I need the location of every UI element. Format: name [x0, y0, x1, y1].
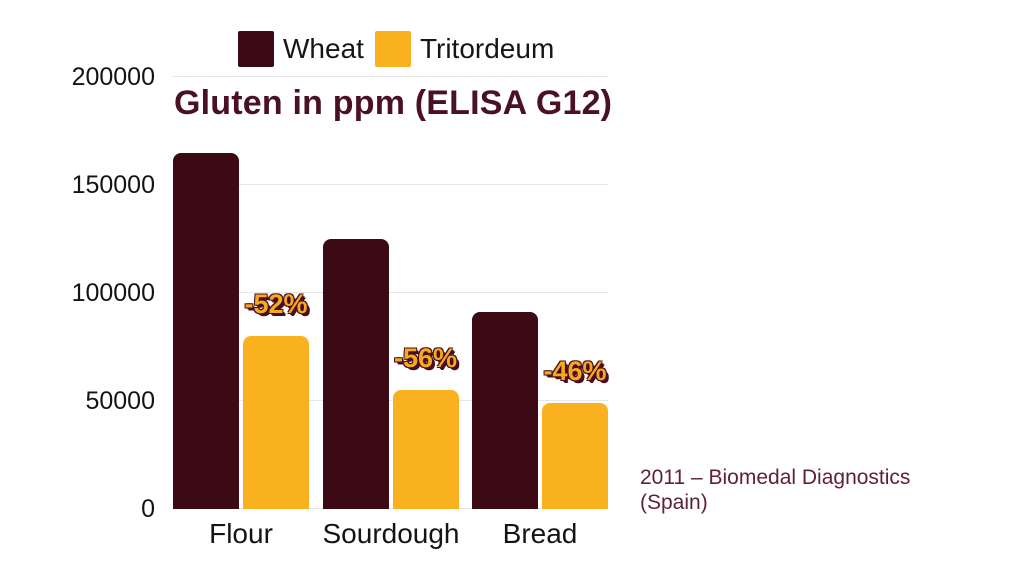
x-axis-label-bread: Bread — [502, 518, 578, 549]
y-tick-label-0: 0 — [141, 495, 155, 523]
y-tick-label-150000: 150000 — [71, 171, 155, 199]
bar-wheat-bread — [472, 312, 538, 509]
gridline-150000 — [173, 184, 608, 185]
legend-swatch-tritordeum — [374, 31, 411, 67]
percent-change-label-flour: -52% — [244, 289, 308, 320]
source-citation: 2011 – Biomedal Diagnostics (Spain) — [640, 465, 910, 515]
legend: Wheat Tritordeum — [238, 31, 554, 67]
percent-change-label-sourdough: -56% — [393, 343, 458, 374]
x-axis-label-sourdough: Sourdough — [322, 518, 460, 549]
bar-tritordeum-bread — [542, 403, 608, 509]
percent-change-label-bread: -46% — [543, 356, 607, 387]
legend-item-tritordeum: Tritordeum — [374, 31, 555, 67]
y-tick-label-50000: 50000 — [85, 387, 155, 415]
gridline-200000 — [173, 76, 608, 77]
bar-tritordeum-sourdough — [392, 390, 459, 509]
legend-label-wheat: Wheat — [283, 33, 364, 64]
legend-item-wheat: Wheat — [238, 31, 364, 67]
y-tick-label-200000: 200000 — [71, 63, 155, 91]
source-line-1: 2011 – Biomedal Diagnostics — [640, 466, 911, 489]
legend-swatch-wheat — [238, 31, 274, 67]
gridline-50000 — [173, 400, 608, 401]
legend-label-tritordeum: Tritordeum — [419, 33, 555, 64]
bar-tritordeum-flour — [243, 336, 309, 509]
bar-wheat-flour — [173, 152, 239, 509]
gridline-100000 — [173, 292, 608, 293]
bar-wheat-sourdough — [322, 239, 389, 509]
chart-title: Gluten in ppm (ELISA G12) — [174, 84, 613, 122]
source-line-2: (Spain) — [640, 491, 708, 514]
gridline-0 — [173, 508, 608, 509]
y-tick-label-100000: 100000 — [71, 279, 155, 307]
x-axis-label-flour: Flour — [209, 518, 273, 549]
